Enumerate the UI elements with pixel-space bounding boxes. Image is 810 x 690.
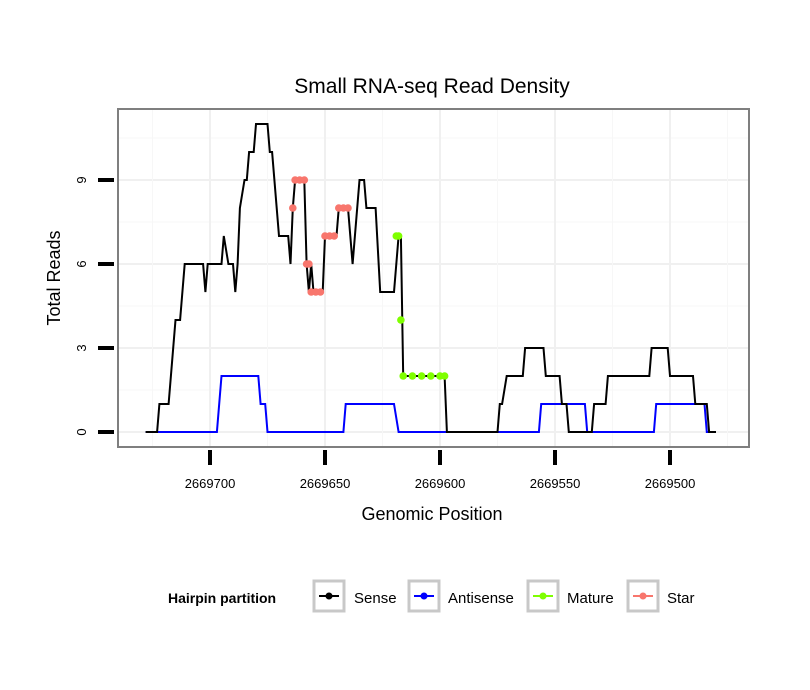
- data-point-star: [344, 204, 352, 212]
- series-line-antisense: [145, 375, 716, 433]
- legend-label-star: Star: [667, 590, 695, 607]
- data-point-mature: [427, 372, 435, 380]
- x-axis: 2669700 2669650 2669600 2669550 2669500: [185, 450, 696, 491]
- x-tick-label: 2669700: [185, 476, 236, 491]
- legend-marker-antisense: [420, 592, 428, 600]
- data-point-mature: [417, 372, 426, 380]
- legend-label-antisense: Antisense: [448, 590, 514, 607]
- legend-marker-star: [639, 592, 647, 600]
- y-axis: 0 3 6 9: [74, 176, 114, 436]
- legend-marker-sense: [325, 592, 333, 600]
- grid: [119, 110, 748, 446]
- series-layer: [145, 123, 716, 433]
- y-tick-label: 9: [74, 176, 89, 183]
- legend-label-sense: Sense: [354, 590, 397, 607]
- data-point-mature: [394, 232, 403, 240]
- x-tick-label: 2669600: [415, 476, 466, 491]
- data-point-mature: [440, 372, 449, 380]
- data-point-mature: [408, 372, 417, 380]
- data-point-mature: [399, 372, 408, 380]
- data-point-star: [305, 260, 313, 268]
- x-tick-label: 2669650: [300, 476, 351, 491]
- y-tick-label: 6: [74, 260, 89, 267]
- chart-title: Small RNA-seq Read Density: [294, 75, 570, 98]
- legend-marker-mature: [539, 592, 547, 600]
- data-point-star: [300, 176, 309, 184]
- legend-title: Hairpin partition: [168, 590, 276, 606]
- legend-label-mature: Mature: [567, 590, 614, 607]
- data-point-star: [330, 232, 339, 240]
- data-point-star: [316, 288, 325, 296]
- y-tick-label: 3: [74, 344, 89, 351]
- data-point-star: [289, 204, 297, 212]
- x-tick-label: 2669550: [530, 476, 581, 491]
- data-point-mature: [397, 316, 405, 324]
- legend: Hairpin partition Sense Antisense Mature St…: [168, 579, 695, 613]
- x-axis-label: Genomic Position: [361, 504, 502, 524]
- y-axis-label: Total Reads: [44, 230, 64, 325]
- plot-panel: [117, 108, 750, 448]
- x-tick-label: 2669500: [645, 476, 696, 491]
- y-tick-label: 0: [74, 428, 89, 435]
